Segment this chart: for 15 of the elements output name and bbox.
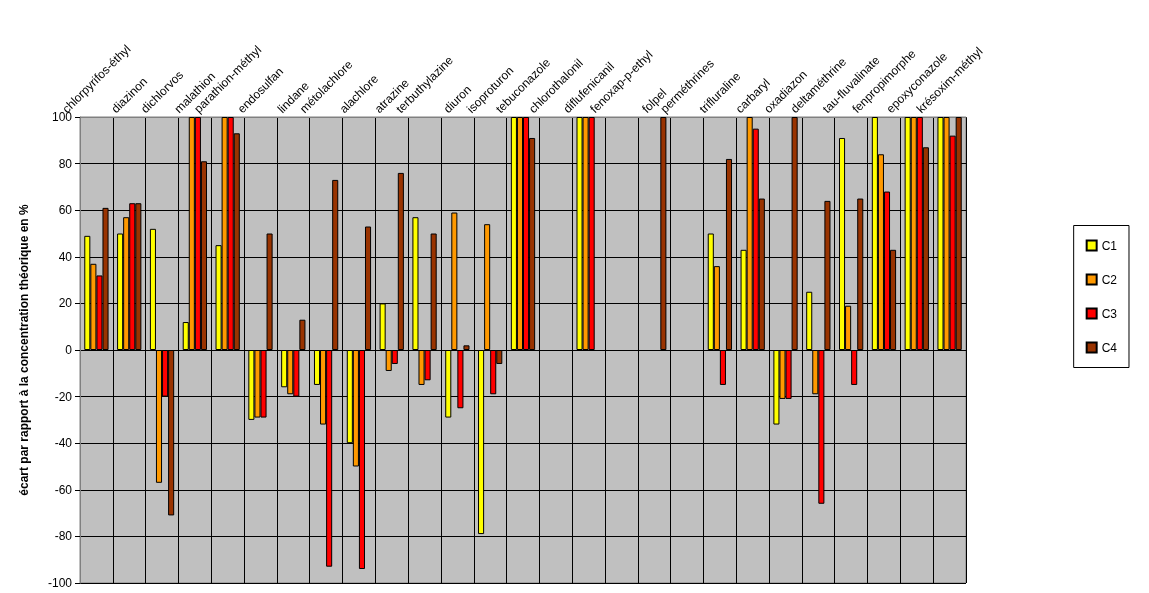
y-tick-label: 80	[58, 156, 73, 171]
y-tick-label: 40	[58, 249, 73, 264]
y-tick-label: -60	[54, 482, 73, 497]
y-tick-label: 60	[58, 203, 73, 218]
y-tick-label: 0	[65, 343, 73, 357]
legend-label: C4	[1101, 340, 1118, 355]
y-tick-label: -20	[54, 389, 73, 404]
y-tick-label: -100	[47, 576, 73, 590]
legend-label: C3	[1101, 306, 1118, 321]
legend-label: C2	[1101, 272, 1118, 287]
y-tick-label: -80	[54, 529, 73, 544]
y-tick-label: -40	[54, 436, 73, 451]
y-tick-label: 20	[58, 296, 73, 311]
legend-label: C1	[1101, 238, 1118, 253]
y-axis-title: écart par rapport à la concentration théorique en %	[17, 203, 31, 496]
